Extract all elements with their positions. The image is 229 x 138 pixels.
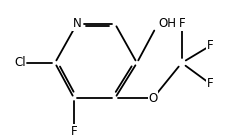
Text: F: F <box>70 125 77 138</box>
Text: F: F <box>206 77 213 90</box>
Text: Cl: Cl <box>14 56 25 69</box>
Text: N: N <box>72 17 81 30</box>
Text: F: F <box>178 17 184 30</box>
Text: OH: OH <box>157 17 175 30</box>
Text: F: F <box>206 39 213 52</box>
Text: O: O <box>148 92 157 105</box>
